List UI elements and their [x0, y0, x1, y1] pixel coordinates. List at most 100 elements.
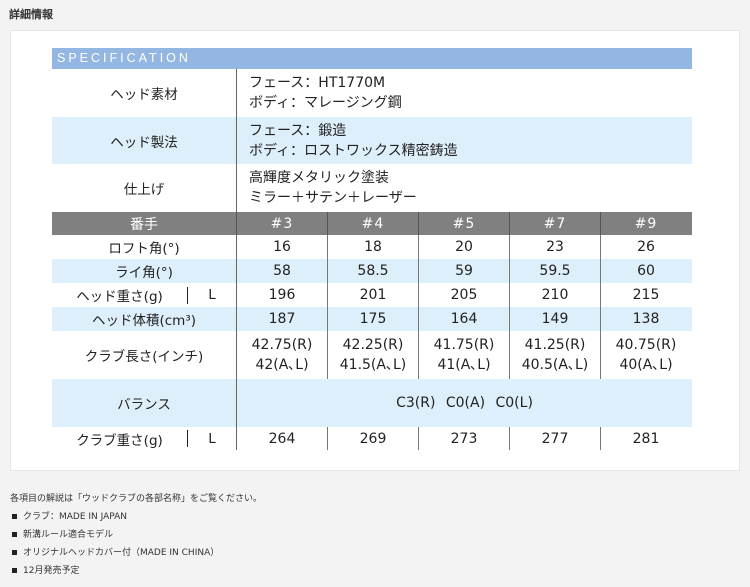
- cell: 40.75(R) 40(A､L): [601, 331, 691, 379]
- cell: 264: [237, 427, 328, 450]
- row-value: フェース：HT1770M ボディ：マレージング鋼: [237, 69, 692, 117]
- cell: 196: [237, 283, 328, 307]
- cell: 164: [419, 307, 510, 331]
- cell: 20: [419, 235, 510, 259]
- column-header: #7: [510, 212, 601, 235]
- row-label: ロフト角(°): [52, 235, 237, 259]
- row-label: バランス: [52, 379, 237, 427]
- cell: 59.5: [510, 259, 601, 283]
- row-value: フェース：鍛造 ボディ：ロストワックス精密鋳造: [237, 117, 692, 164]
- cell: 42.75(R) 42(A､L): [237, 331, 328, 379]
- cell-line: 42.25(R): [342, 337, 404, 353]
- spec-table: SPECIFICATION ヘッド素材 フェース：HT1770M ボディ：マレー…: [52, 48, 692, 450]
- cell: 149: [510, 307, 601, 331]
- row-label: 仕上げ: [52, 164, 237, 212]
- cell: 26: [637, 239, 655, 255]
- cell: 60: [637, 263, 655, 279]
- cell-line: 41.25(R): [524, 337, 586, 353]
- note-item: 新溝ルール適合モデル: [10, 528, 262, 546]
- note-item: クラブ：MADE IN JAPAN: [10, 510, 262, 528]
- note-text: オリジナルヘッドカバー付（MADE IN CHINA）: [23, 548, 220, 558]
- note-item: 12月発売予定: [10, 564, 262, 582]
- label-divider: [187, 430, 188, 447]
- notes-section: 各項目の解説は「ウッドクラブの各部名称」をご覧ください。 クラブ：MADE IN…: [10, 492, 262, 582]
- cell: 281: [632, 430, 660, 447]
- spec-row-head-manufacture: ヘッド製法 フェース：鍛造 ボディ：ロストワックス精密鋳造: [52, 117, 692, 164]
- row-label: ヘッド重さ(g) L: [52, 283, 237, 307]
- notes-intro: 各項目の解説は「ウッドクラブの各部名称」をご覧ください。: [10, 494, 263, 504]
- cell: 59: [419, 259, 510, 283]
- column-header: #9: [634, 215, 658, 232]
- row-label-text: クラブ重さ(g): [76, 432, 163, 449]
- row-label: ヘッド製法: [52, 117, 237, 164]
- label-divider: [187, 286, 188, 304]
- cell-line: 40(A､L): [619, 357, 673, 373]
- row-label: ヘッド体積(cm³): [52, 307, 237, 331]
- table-row-club-weight: クラブ重さ(g) L 264 269 273 277 281: [52, 427, 692, 450]
- cell: 210: [510, 283, 601, 307]
- cell: 41.75(R) 41(A､L): [419, 331, 510, 379]
- table-row-lie: ライ角(°) 58 58.5 59 59.5 60: [52, 259, 692, 283]
- cell: 23: [510, 235, 601, 259]
- value-line: ボディ：マレージング鋼: [249, 95, 402, 111]
- cell: 16: [237, 235, 328, 259]
- cell-line: 42.75(R): [251, 337, 313, 353]
- table-row-balance: バランス C3(R) C0(A) C0(L): [52, 379, 692, 427]
- table-row-club-length: クラブ長さ(インチ) 42.75(R) 42(A､L) 42.25(R) 41.…: [52, 331, 692, 379]
- square-bullet-icon: [12, 549, 17, 555]
- column-header: #4: [328, 212, 419, 235]
- cell: 138: [632, 311, 660, 327]
- cell: 215: [632, 287, 660, 303]
- page-title: 詳細情報: [9, 8, 53, 21]
- square-bullet-icon: [12, 567, 17, 573]
- row-label: ヘッド素材: [52, 69, 237, 117]
- cell-line: 40.5(A､L): [521, 357, 589, 373]
- cell: 277: [510, 427, 601, 450]
- table-row-loft: ロフト角(°) 16 18 20 23 26: [52, 235, 692, 259]
- table-header-row: 番手 #3 #4 #5 #7 #9: [52, 212, 692, 235]
- cell: 58.5: [328, 259, 419, 283]
- cell: 175: [328, 307, 419, 331]
- square-bullet-icon: [12, 513, 17, 519]
- cell-line: 41(A､L): [437, 357, 491, 373]
- header-label: 番手: [52, 212, 237, 235]
- cell-line: 42(A､L): [255, 357, 309, 373]
- row-label-text: ヘッド重さ(g): [76, 289, 163, 305]
- row-label: クラブ重さ(g) L: [52, 427, 237, 450]
- cell: 18: [328, 235, 419, 259]
- cell: 42.25(R) 41.5(A､L): [328, 331, 419, 379]
- spec-row-finish: 仕上げ 高輝度メタリック塗装 ミラー＋サテン＋レーザー: [52, 164, 692, 212]
- note-text: クラブ：MADE IN JAPAN: [23, 512, 128, 522]
- row-label: クラブ長さ(インチ): [52, 331, 237, 379]
- row-value: 高輝度メタリック塗装 ミラー＋サテン＋レーザー: [237, 164, 692, 212]
- row-label-sub: L: [208, 287, 216, 303]
- row-label: ライ角(°): [52, 259, 237, 283]
- value-line: フェース：鍛造: [249, 122, 347, 139]
- note-text: 新溝ルール適合モデル: [23, 530, 114, 540]
- cell-line: 41.75(R): [433, 337, 495, 353]
- column-header: #5: [419, 212, 510, 235]
- table-row-head-volume: ヘッド体積(cm³) 187 175 164 149 138: [52, 307, 692, 331]
- spec-row-head-material: ヘッド素材 フェース：HT1770M ボディ：マレージング鋼: [52, 69, 692, 117]
- balance-value: C3(R) C0(A) C0(L): [396, 395, 533, 411]
- cell: 201: [328, 283, 419, 307]
- row-label-sub: L: [208, 430, 216, 447]
- value-line: フェース：HT1770M: [249, 75, 386, 91]
- cell-line: 40.75(R): [615, 337, 677, 353]
- note-item: オリジナルヘッドカバー付（MADE IN CHINA）: [10, 546, 262, 564]
- cell: 269: [328, 427, 419, 450]
- square-bullet-icon: [12, 531, 17, 537]
- cell: 58: [237, 259, 328, 283]
- cell: 41.25(R) 40.5(A､L): [510, 331, 601, 379]
- column-header: #3: [237, 212, 328, 235]
- table-row-head-weight: ヘッド重さ(g) L 196 201 205 210 215: [52, 283, 692, 307]
- cell: 187: [237, 307, 328, 331]
- cell-line: 41.5(A､L): [339, 357, 407, 373]
- note-text: 12月発売予定: [23, 566, 80, 576]
- cell: 273: [419, 427, 510, 450]
- value-line: ミラー＋サテン＋レーザー: [249, 190, 417, 206]
- value-line: 高輝度メタリック塗装: [249, 170, 389, 186]
- value-line: ボディ：ロストワックス精密鋳造: [249, 142, 458, 159]
- cell: 205: [419, 283, 510, 307]
- spec-heading: SPECIFICATION: [52, 48, 692, 69]
